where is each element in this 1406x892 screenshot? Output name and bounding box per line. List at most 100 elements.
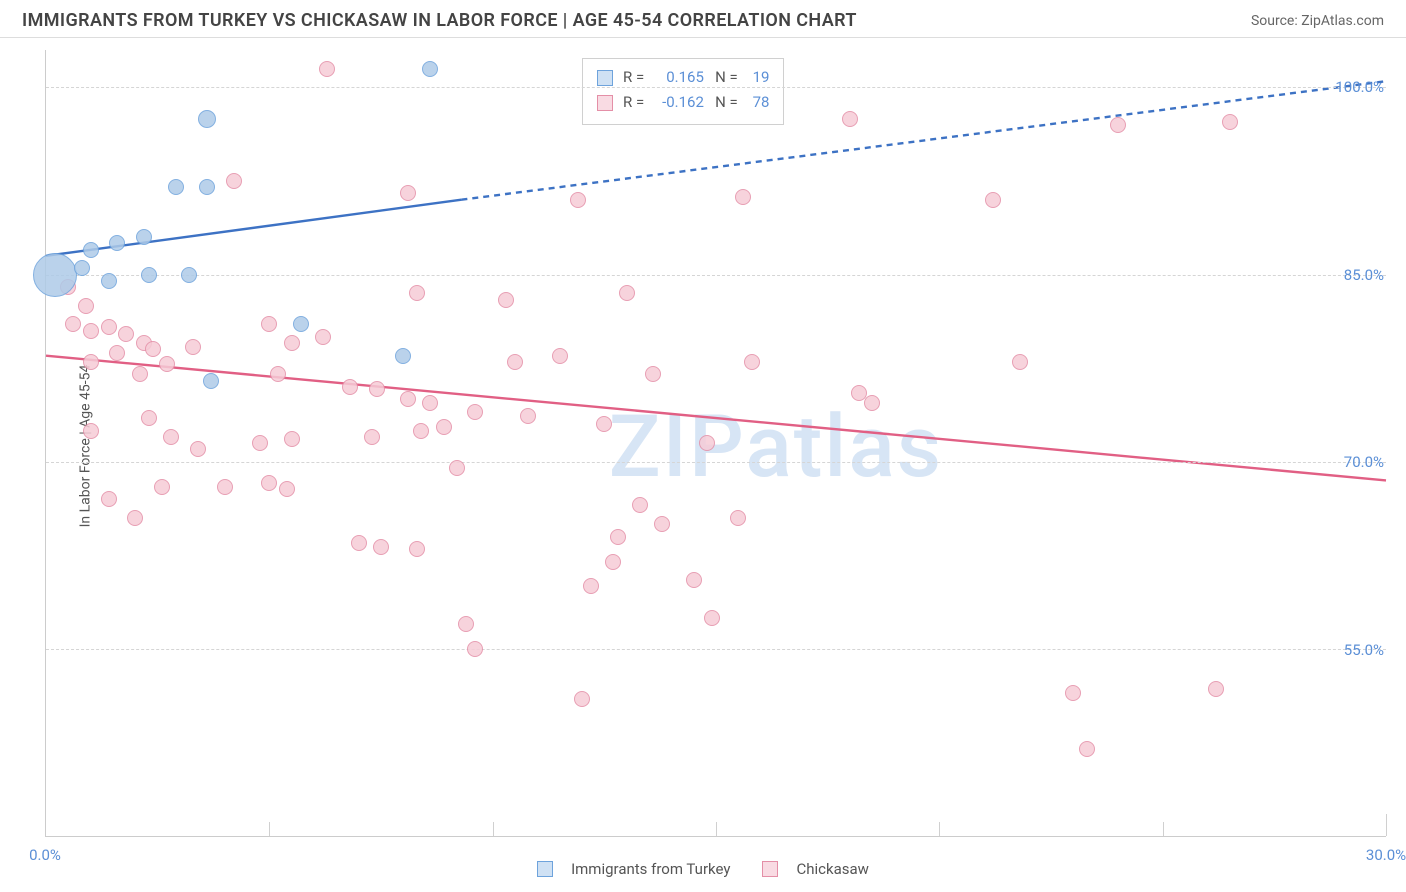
gridline-v [269, 822, 270, 836]
scatter-point-pink [1079, 741, 1095, 757]
chart-plot-area: ZIPatlas R = 0.165 N = 19R = -0.162 N = … [45, 50, 1386, 837]
scatter-point-blue [33, 253, 77, 297]
scatter-point-pink [574, 691, 590, 707]
scatter-point-pink [458, 616, 474, 632]
scatter-point-blue [136, 229, 152, 245]
y-tick-label: 85.0% [1344, 266, 1384, 284]
gridline-v [716, 822, 717, 836]
stats-N-value-pink: 78 [741, 90, 769, 116]
scatter-point-pink [252, 435, 268, 451]
scatter-point-pink [217, 479, 233, 495]
source-attribution: Source: ZipAtlas.com [1251, 13, 1384, 29]
stats-R-value-pink: -0.162 [648, 90, 704, 116]
scatter-point-pink [1012, 354, 1028, 370]
scatter-point-pink [101, 319, 117, 335]
scatter-point-pink [83, 323, 99, 339]
scatter-point-pink [132, 366, 148, 382]
scatter-point-pink [190, 441, 206, 457]
scatter-point-pink [154, 479, 170, 495]
legend-swatch-pink [762, 861, 778, 877]
gridline-h [46, 462, 1386, 463]
scatter-point-pink [369, 381, 385, 397]
scatter-point-pink [654, 516, 670, 532]
scatter-point-pink [284, 431, 300, 447]
scatter-point-pink [159, 356, 175, 372]
gridline-v [939, 822, 940, 836]
scatter-point-pink [1222, 114, 1238, 130]
scatter-point-pink [364, 429, 380, 445]
scatter-point-pink [400, 185, 416, 201]
scatter-point-pink [65, 316, 81, 332]
scatter-point-pink [373, 539, 389, 555]
stats-row-pink: R = -0.162 N = 78 [597, 90, 769, 116]
correlation-stats-box: R = 0.165 N = 19R = -0.162 N = 78 [582, 58, 784, 125]
scatter-point-pink [552, 348, 568, 364]
chart-title: IMMIGRANTS FROM TURKEY VS CHICKASAW IN L… [22, 10, 857, 31]
scatter-point-pink [409, 541, 425, 557]
legend-label-blue: Immigrants from Turkey [571, 860, 730, 878]
scatter-point-pink [279, 481, 295, 497]
scatter-point-pink [342, 379, 358, 395]
scatter-point-blue [181, 267, 197, 283]
source-prefix: Source: [1251, 13, 1301, 29]
gridline-v-end [1386, 814, 1387, 836]
stats-N-label: N = [704, 90, 742, 116]
scatter-point-pink [610, 529, 626, 545]
x-tick-label: 0.0% [29, 846, 61, 864]
chart-header: IMMIGRANTS FROM TURKEY VS CHICKASAW IN L… [0, 0, 1406, 38]
scatter-point-pink [570, 192, 586, 208]
source-name: ZipAtlas.com [1301, 13, 1384, 29]
stats-swatch-blue [597, 70, 613, 86]
scatter-point-pink [730, 510, 746, 526]
scatter-point-pink [520, 408, 536, 424]
scatter-point-pink [1110, 117, 1126, 133]
scatter-point-pink [261, 475, 277, 491]
scatter-point-blue [74, 260, 90, 276]
y-tick-label: 100.0% [1335, 78, 1384, 96]
scatter-point-pink [704, 610, 720, 626]
scatter-point-pink [436, 419, 452, 435]
scatter-point-blue [109, 235, 125, 251]
scatter-point-pink [78, 298, 94, 314]
gridline-h [46, 649, 1386, 650]
scatter-point-pink [185, 339, 201, 355]
scatter-point-pink [284, 335, 300, 351]
scatter-point-pink [596, 416, 612, 432]
scatter-point-blue [101, 273, 117, 289]
scatter-point-blue [168, 179, 184, 195]
trend-lines-layer [46, 50, 1386, 836]
scatter-point-pink [315, 329, 331, 345]
scatter-point-pink [118, 326, 134, 342]
y-tick-label: 70.0% [1344, 453, 1384, 471]
scatter-point-pink [619, 285, 635, 301]
scatter-point-pink [507, 354, 523, 370]
scatter-point-pink [409, 285, 425, 301]
scatter-point-blue [395, 348, 411, 364]
scatter-point-pink [842, 111, 858, 127]
scatter-point-pink [1065, 685, 1081, 701]
gridline-h [46, 87, 1386, 88]
scatter-point-pink [422, 395, 438, 411]
scatter-point-pink [145, 341, 161, 357]
scatter-point-pink [83, 354, 99, 370]
gridline-v [493, 822, 494, 836]
legend-label-pink: Chickasaw [796, 860, 868, 878]
scatter-point-pink [101, 491, 117, 507]
scatter-point-pink [351, 535, 367, 551]
scatter-point-pink [141, 410, 157, 426]
scatter-point-pink [864, 395, 880, 411]
scatter-point-pink [127, 510, 143, 526]
scatter-point-pink [498, 292, 514, 308]
scatter-point-pink [413, 423, 429, 439]
x-tick-label: 30.0% [1366, 846, 1406, 864]
scatter-point-pink [985, 192, 1001, 208]
scatter-point-blue [141, 267, 157, 283]
scatter-point-blue [203, 373, 219, 389]
scatter-point-pink [226, 173, 242, 189]
y-tick-label: 55.0% [1344, 641, 1384, 659]
scatter-point-blue [199, 179, 215, 195]
legend-swatch-blue [537, 861, 553, 877]
scatter-point-pink [467, 404, 483, 420]
stats-R-label: R = [623, 90, 648, 116]
scatter-point-blue [293, 316, 309, 332]
